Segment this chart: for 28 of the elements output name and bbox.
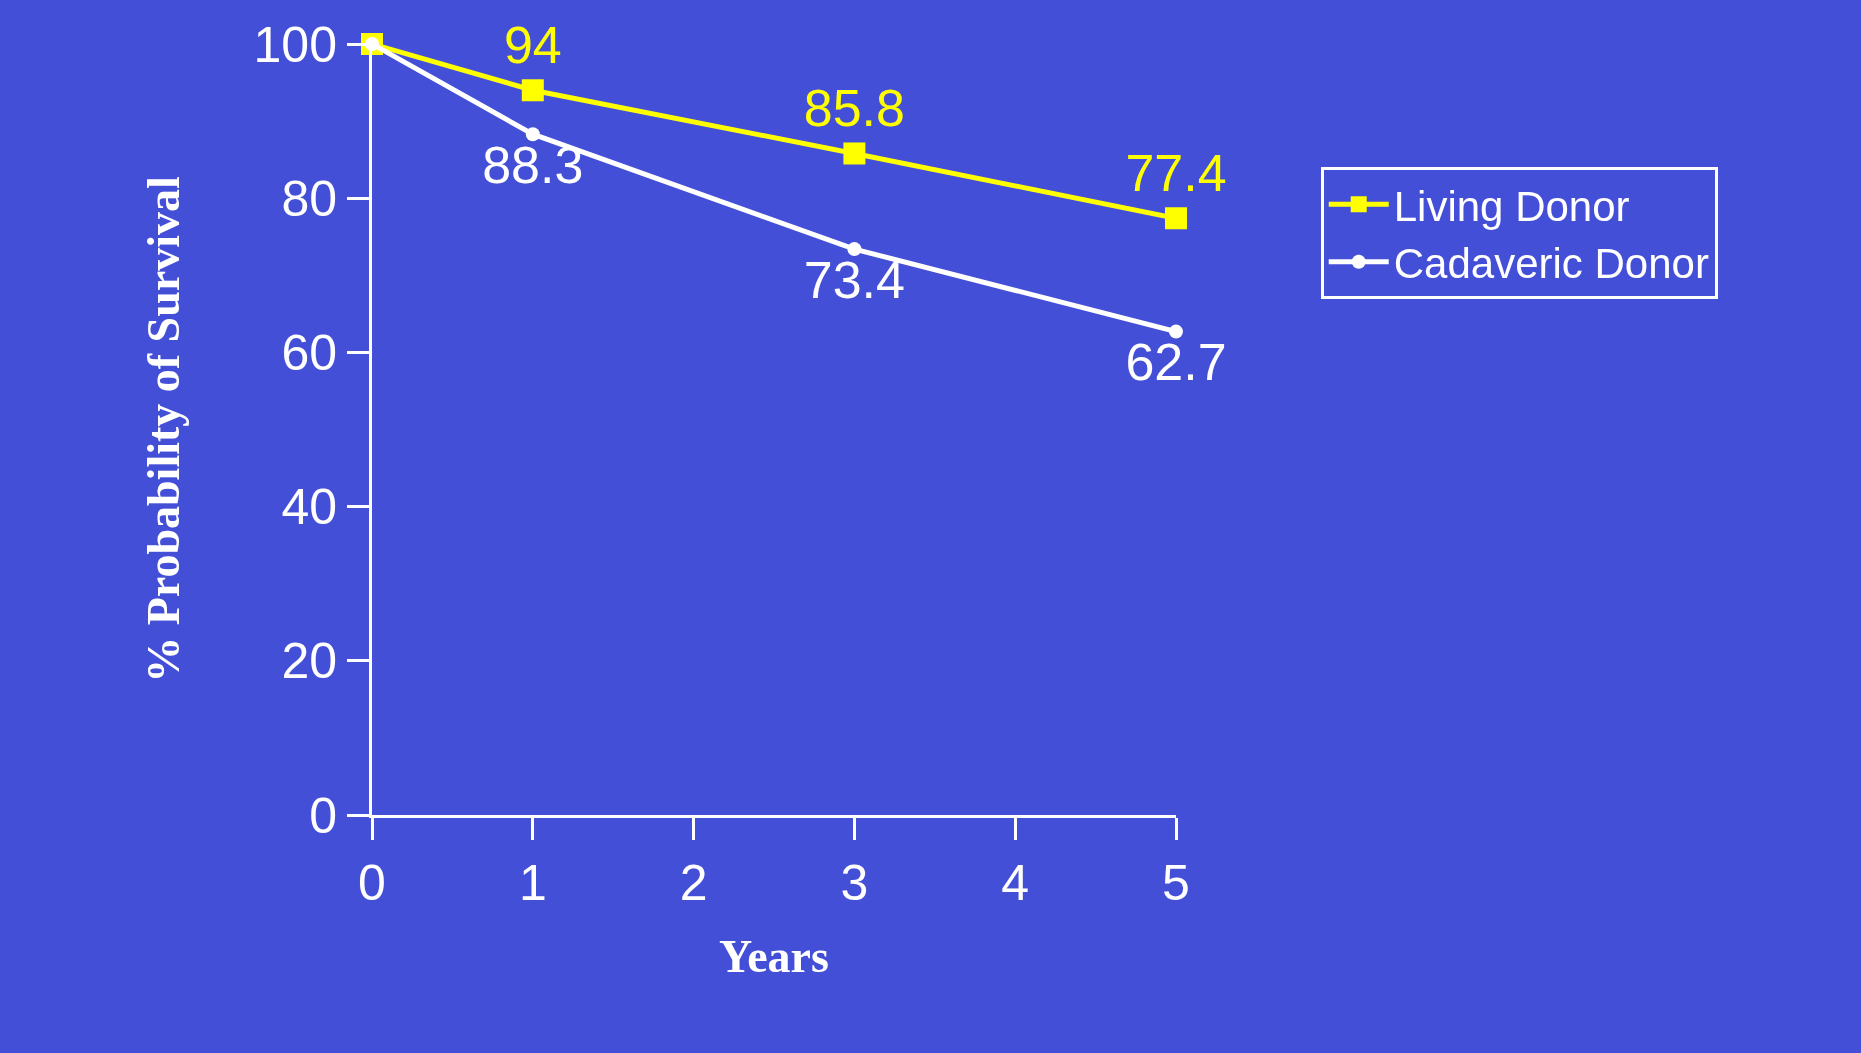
x-tick-label: 5 bbox=[1162, 855, 1190, 911]
data-label: 94 bbox=[503, 15, 562, 74]
x-tick-label: 0 bbox=[358, 855, 386, 911]
y-tick-label: 40 bbox=[281, 479, 337, 536]
data-label: 85.8 bbox=[803, 78, 906, 137]
point bbox=[843, 142, 866, 165]
x-tick-label: 2 bbox=[679, 855, 708, 911]
y-axis-title: % Probability of Survival bbox=[137, 176, 189, 683]
point bbox=[1165, 207, 1187, 230]
y-tick-label: 100 bbox=[253, 16, 337, 73]
point bbox=[847, 242, 862, 257]
x-tick-label: 3 bbox=[840, 855, 869, 911]
x-axis-title: Years bbox=[719, 930, 829, 982]
y-tick-label: 60 bbox=[281, 324, 337, 381]
y-tick-label: 20 bbox=[281, 633, 337, 690]
data-label: 77.4 bbox=[1125, 143, 1227, 202]
y-tick-label: 0 bbox=[309, 787, 337, 844]
y-tick-label: 80 bbox=[281, 170, 337, 227]
x-tick-label: 4 bbox=[1001, 855, 1030, 911]
data-label: 88.3 bbox=[482, 135, 584, 194]
legend-label: Cadaveric Donor bbox=[1393, 240, 1709, 288]
point bbox=[521, 79, 544, 102]
x-tick-label: 1 bbox=[518, 855, 547, 911]
point bbox=[1169, 324, 1183, 339]
data-label: 73.4 bbox=[803, 250, 906, 309]
legend-label: Living Donor bbox=[1393, 182, 1630, 230]
point bbox=[525, 127, 540, 142]
data-label: 62.7 bbox=[1125, 333, 1227, 392]
